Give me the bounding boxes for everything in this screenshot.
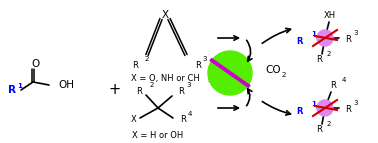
Text: R: R bbox=[316, 55, 322, 64]
Text: +: + bbox=[109, 83, 121, 98]
Text: 3: 3 bbox=[353, 30, 358, 36]
Text: X: X bbox=[161, 10, 169, 20]
Text: CO: CO bbox=[265, 65, 280, 75]
Text: OH: OH bbox=[58, 80, 74, 90]
Text: R: R bbox=[316, 126, 322, 135]
Text: R: R bbox=[296, 36, 303, 45]
Text: 1: 1 bbox=[311, 31, 316, 37]
Text: X = H or OH: X = H or OH bbox=[132, 131, 184, 140]
Text: X: X bbox=[131, 116, 137, 125]
Text: 4: 4 bbox=[342, 77, 346, 83]
Text: R: R bbox=[195, 60, 201, 69]
Text: Metal: Metal bbox=[217, 68, 243, 78]
Text: 3: 3 bbox=[202, 56, 206, 62]
Text: 1: 1 bbox=[311, 101, 316, 107]
Text: 2: 2 bbox=[150, 82, 154, 88]
Text: 1: 1 bbox=[17, 83, 22, 89]
Text: 3: 3 bbox=[353, 100, 358, 106]
Text: R: R bbox=[296, 107, 303, 116]
FancyArrowPatch shape bbox=[262, 28, 291, 43]
Text: 4: 4 bbox=[188, 111, 192, 117]
Text: XH: XH bbox=[324, 11, 336, 20]
FancyArrowPatch shape bbox=[218, 36, 239, 40]
FancyArrowPatch shape bbox=[218, 106, 239, 110]
Text: R: R bbox=[330, 82, 336, 91]
Text: 2: 2 bbox=[327, 121, 332, 127]
Text: R: R bbox=[132, 60, 138, 69]
Text: 2: 2 bbox=[282, 72, 287, 78]
FancyArrowPatch shape bbox=[246, 89, 252, 106]
Circle shape bbox=[317, 30, 333, 46]
Circle shape bbox=[317, 100, 333, 116]
Text: 3: 3 bbox=[186, 82, 191, 88]
Text: R: R bbox=[136, 88, 142, 97]
Circle shape bbox=[208, 51, 252, 95]
Text: R: R bbox=[178, 88, 184, 97]
Text: X = O, NH or CH: X = O, NH or CH bbox=[131, 74, 199, 83]
Text: 2: 2 bbox=[327, 51, 332, 57]
Text: R: R bbox=[345, 106, 351, 115]
Text: R: R bbox=[180, 116, 186, 125]
FancyArrowPatch shape bbox=[246, 40, 252, 61]
Text: O: O bbox=[31, 59, 39, 69]
Text: 2: 2 bbox=[208, 79, 212, 84]
Text: R: R bbox=[8, 85, 16, 95]
Text: R: R bbox=[345, 35, 351, 44]
Text: 2: 2 bbox=[145, 56, 149, 62]
FancyArrowPatch shape bbox=[262, 102, 290, 115]
